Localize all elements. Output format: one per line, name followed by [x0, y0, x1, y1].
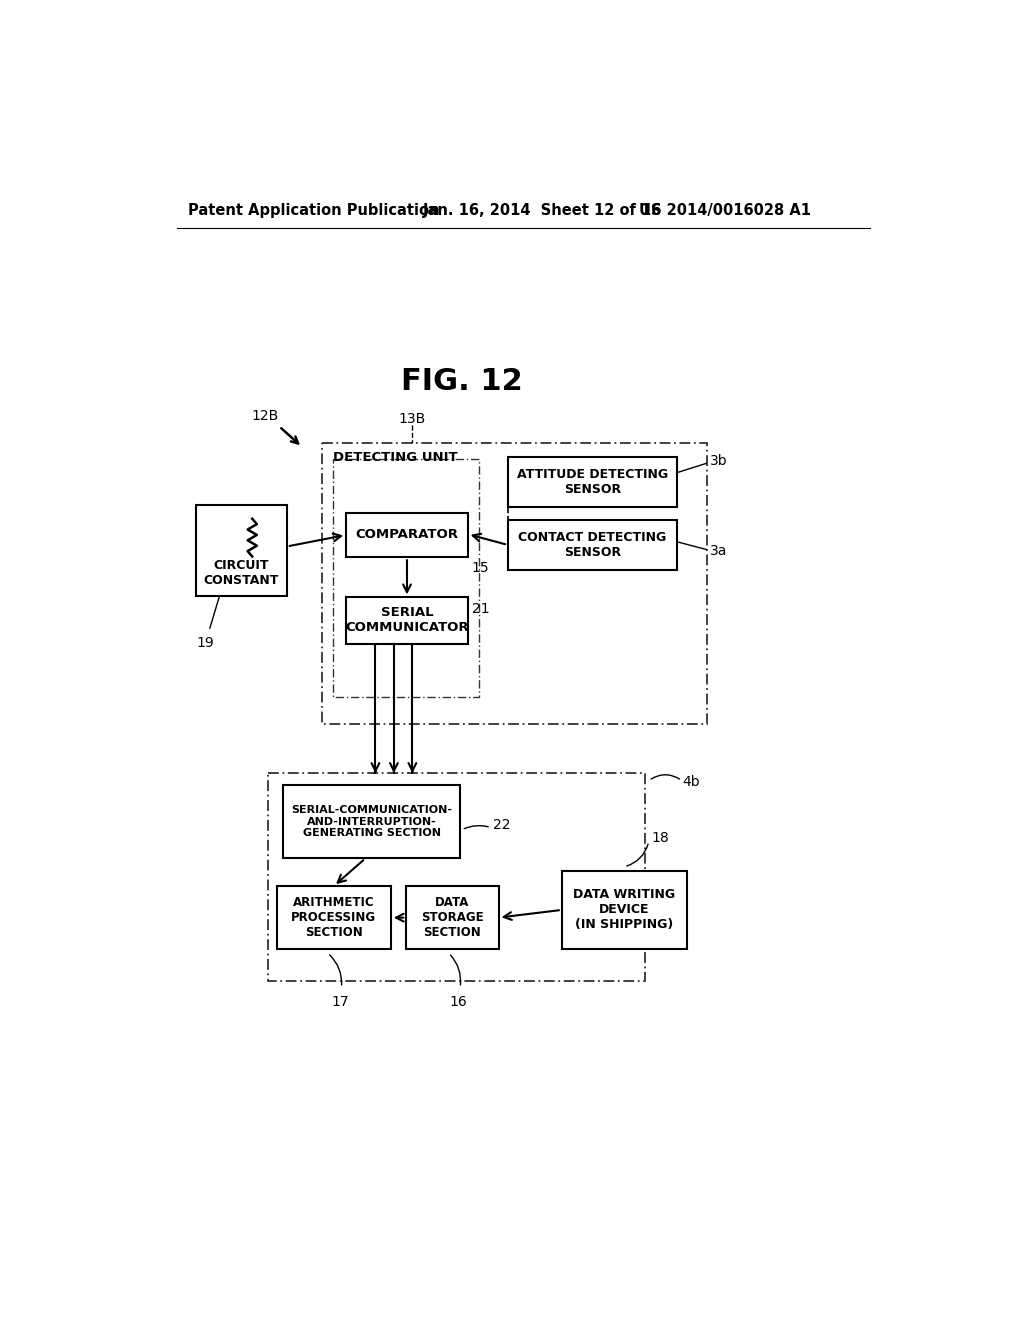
Text: CIRCUIT
CONSTANT: CIRCUIT CONSTANT [204, 513, 280, 587]
Text: 13B: 13B [398, 412, 425, 425]
Text: 17: 17 [331, 995, 349, 1010]
Text: 4b: 4b [682, 775, 699, 789]
Bar [283, 785, 460, 858]
Text: ATTITUDE DETECTING
SENSOR: ATTITUDE DETECTING SENSOR [517, 469, 668, 496]
Bar [333, 459, 479, 697]
Text: 18: 18 [651, 832, 669, 845]
Bar [322, 444, 707, 725]
Bar [407, 886, 499, 949]
Text: DATA WRITING
DEVICE
(IN SHIPPING): DATA WRITING DEVICE (IN SHIPPING) [573, 888, 675, 932]
Text: 3a: 3a [710, 544, 727, 558]
Bar [196, 506, 287, 595]
Bar [508, 457, 677, 507]
Text: 15: 15 [472, 561, 489, 576]
Text: CONTACT DETECTING
SENSOR: CONTACT DETECTING SENSOR [518, 532, 667, 560]
Bar [508, 520, 677, 570]
Text: 12B: 12B [252, 409, 279, 424]
Text: DETECTING UNIT: DETECTING UNIT [333, 450, 458, 463]
Text: SERIAL
COMMUNICATOR: SERIAL COMMUNICATOR [345, 606, 469, 635]
Bar [346, 597, 468, 644]
Text: 19: 19 [197, 636, 214, 649]
Text: FIG. 12: FIG. 12 [400, 367, 522, 396]
Text: US 2014/0016028 A1: US 2014/0016028 A1 [639, 203, 811, 218]
Text: ARITHMETIC
PROCESSING
SECTION: ARITHMETIC PROCESSING SECTION [291, 896, 377, 939]
Bar [276, 886, 391, 949]
Text: DATA
STORAGE
SECTION: DATA STORAGE SECTION [421, 896, 483, 939]
Text: SERIAL-COMMUNICATION-
AND-INTERRUPTION-
GENERATING SECTION: SERIAL-COMMUNICATION- AND-INTERRUPTION- … [291, 805, 452, 838]
Text: COMPARATOR: COMPARATOR [355, 528, 459, 541]
Text: Patent Application Publication: Patent Application Publication [188, 203, 440, 218]
Text: Jan. 16, 2014  Sheet 12 of 16: Jan. 16, 2014 Sheet 12 of 16 [423, 203, 663, 218]
Bar [346, 512, 468, 557]
Text: 22: 22 [494, 818, 511, 832]
Text: 21: 21 [472, 602, 489, 616]
Bar [562, 871, 686, 949]
Text: 16: 16 [450, 995, 467, 1010]
Text: 3b: 3b [710, 454, 727, 469]
Bar [267, 774, 645, 981]
